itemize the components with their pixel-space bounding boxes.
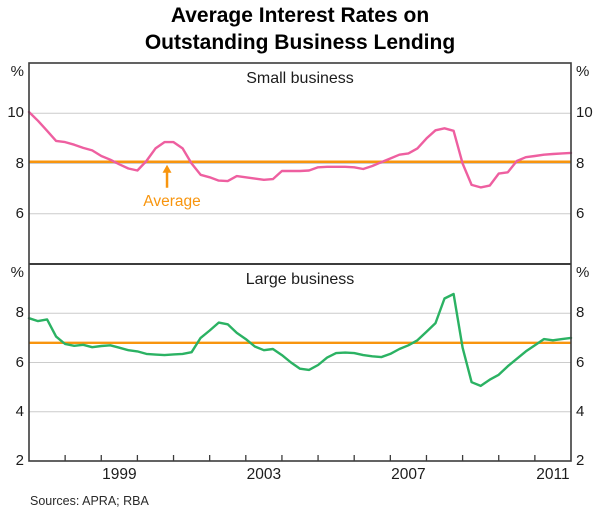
y-axis-label: 4: [15, 402, 24, 420]
percent-label: %: [10, 264, 24, 281]
x-axis-label: 1999: [102, 466, 137, 483]
percent-label: %: [10, 63, 24, 80]
y-axis-label: 4: [576, 402, 585, 420]
x-axis-label: 2003: [246, 466, 282, 483]
chart-title-line1: Average Interest Rates on: [170, 4, 430, 27]
y-axis-label: 10: [576, 104, 593, 122]
chart-title: Average Interest Rates on Outstanding Bu…: [0, 2, 600, 56]
y-axis-label: 8: [15, 154, 24, 172]
panel-title-large-business: Large business: [245, 271, 355, 288]
small-business-line: [27, 110, 573, 189]
large-business-line: [27, 292, 573, 388]
x-axis-label: 2007: [391, 466, 426, 483]
y-axis-label: 2: [576, 452, 585, 469]
panel-title-small-business: Small business: [246, 70, 354, 87]
y-axis-label: 8: [15, 304, 24, 322]
chart-border: [28, 62, 572, 462]
y-axis-label: 8: [576, 304, 585, 322]
sources-note: Sources: APRA; RBA: [30, 494, 149, 508]
percent-label: %: [576, 264, 590, 281]
y-axis-label: 6: [15, 353, 24, 371]
percent-label: %: [576, 63, 590, 80]
y-axis-label: 2: [15, 452, 24, 469]
chart-title-line2: Outstanding Business Lending: [144, 31, 456, 54]
y-axis-label: 6: [576, 204, 585, 222]
y-axis-label: 8: [576, 154, 585, 172]
y-axis-label: 6: [576, 353, 585, 371]
y-axis-label: 6: [15, 204, 24, 222]
average-annotation-label: Average: [143, 193, 201, 210]
y-axis-label: 10: [7, 104, 24, 122]
x-axis-label: 2011: [536, 466, 570, 483]
average-arrowhead: [162, 164, 172, 173]
